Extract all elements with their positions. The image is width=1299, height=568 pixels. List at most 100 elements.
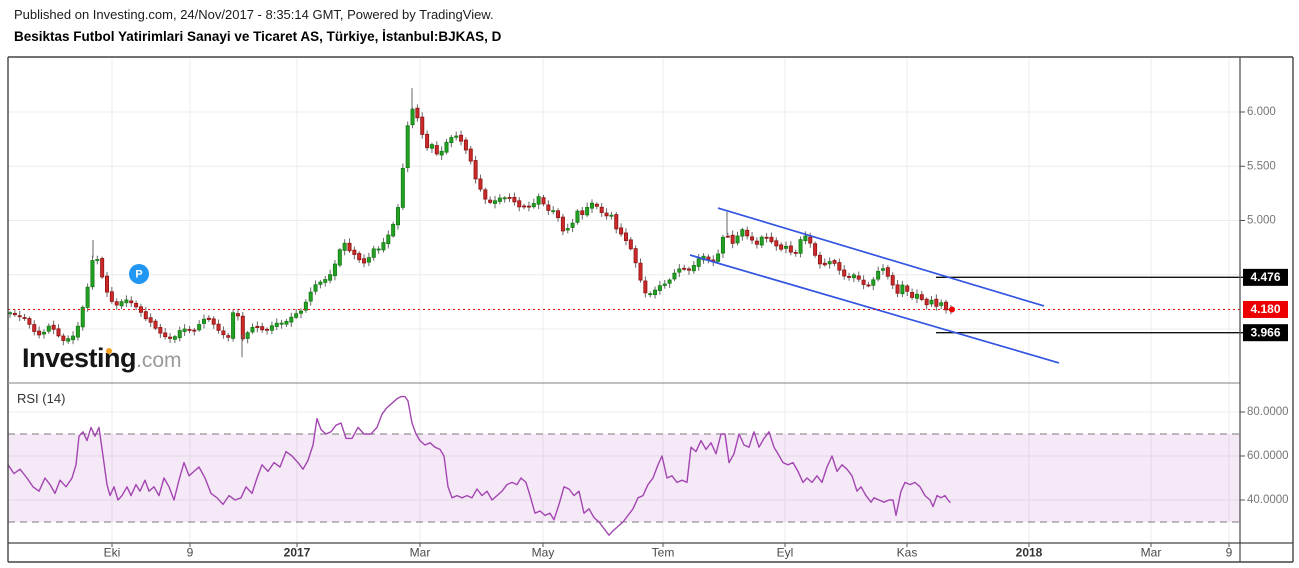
- rsi-tick-label: 40.0000: [1247, 494, 1289, 506]
- candle: [347, 242, 352, 252]
- instrument-title: Besiktas Futbol Yatirimlari Sanayi ve Ti…: [14, 29, 502, 44]
- candle: [730, 234, 735, 244]
- candle: [37, 330, 42, 336]
- candle: [468, 148, 473, 162]
- candle: [716, 253, 721, 262]
- candle: [245, 332, 250, 339]
- candle: [813, 243, 818, 256]
- candle: [255, 325, 260, 328]
- candle: [590, 202, 595, 209]
- candle: [425, 133, 430, 149]
- time-tick-label[interactable]: 9: [187, 546, 194, 560]
- candle: [672, 272, 677, 280]
- candle: [623, 232, 628, 242]
- candle: [851, 274, 856, 279]
- candle: [512, 196, 517, 203]
- candle: [536, 196, 541, 205]
- price-badge-label: 4.476: [1250, 270, 1280, 284]
- candle: [565, 228, 570, 231]
- candle: [939, 302, 944, 306]
- candle: [793, 251, 798, 254]
- candle: [657, 285, 662, 291]
- candle: [56, 328, 61, 337]
- candle: [231, 312, 236, 339]
- candle: [168, 336, 173, 339]
- candle: [226, 335, 231, 338]
- candle: [895, 284, 900, 294]
- candle: [832, 260, 837, 264]
- candle: [17, 315, 22, 318]
- candle: [817, 254, 822, 265]
- candle: [885, 267, 890, 277]
- candle: [410, 108, 415, 126]
- candle: [478, 178, 483, 190]
- candle: [119, 301, 124, 307]
- time-tick-label[interactable]: Mar: [1141, 546, 1162, 560]
- candle: [910, 292, 915, 298]
- candle: [366, 257, 371, 263]
- candle: [497, 197, 502, 202]
- candle: [434, 145, 439, 155]
- candle: [929, 299, 934, 305]
- candle: [822, 262, 827, 266]
- time-tick-label[interactable]: Mar: [410, 546, 431, 560]
- candle: [740, 229, 745, 237]
- candle: [114, 301, 119, 306]
- candle: [779, 244, 784, 250]
- time-tick-label[interactable]: Eyl: [777, 546, 794, 560]
- candle: [420, 116, 425, 135]
- trend-channel-line[interactable]: [717, 207, 1045, 307]
- candle: [71, 335, 76, 341]
- logo-brand-text: Investing: [22, 343, 137, 373]
- candle: [546, 204, 551, 211]
- candle: [556, 210, 561, 219]
- candle: [745, 229, 750, 237]
- candle: [357, 253, 362, 261]
- candle: [80, 306, 85, 328]
- price-badge: [1243, 300, 1288, 318]
- candle: [720, 236, 725, 254]
- time-tick-label[interactable]: May: [532, 546, 555, 560]
- time-tick-label[interactable]: 2017: [284, 546, 311, 560]
- candle: [391, 223, 396, 237]
- candle: [919, 294, 924, 300]
- candle: [725, 235, 730, 238]
- candle: [7, 312, 12, 315]
- candle: [298, 310, 303, 314]
- candle: [798, 239, 803, 254]
- candle: [575, 210, 580, 223]
- candle: [124, 299, 129, 304]
- candle: [507, 197, 512, 199]
- time-tick-label[interactable]: Eki: [104, 546, 121, 560]
- price-badge-label: 4.180: [1250, 302, 1280, 316]
- time-tick-label[interactable]: 9: [1226, 546, 1233, 560]
- candle: [46, 325, 51, 332]
- candle: [662, 283, 667, 286]
- rsi-line: [7, 395, 951, 536]
- candle: [881, 268, 886, 271]
- candle: [594, 203, 599, 207]
- candle: [163, 332, 168, 338]
- candle: [449, 137, 454, 144]
- price-tick-label: 5.000: [1247, 215, 1276, 227]
- p-event-marker[interactable]: [129, 263, 149, 284]
- candle: [337, 249, 342, 266]
- time-tick-label[interactable]: 2018: [1016, 546, 1043, 560]
- candle: [41, 331, 46, 335]
- price-tick-label: 6.000: [1247, 106, 1276, 118]
- candle: [386, 234, 391, 245]
- last-price-dot: [949, 306, 955, 313]
- candle: [197, 324, 202, 331]
- candle: [342, 242, 347, 251]
- candle: [924, 298, 929, 306]
- candle: [289, 316, 294, 323]
- time-tick-label[interactable]: Kas: [897, 546, 918, 560]
- candle: [303, 301, 308, 311]
- time-tick-label[interactable]: Tem: [652, 546, 675, 560]
- candle: [599, 206, 604, 213]
- candle: [61, 335, 66, 341]
- candle: [376, 248, 381, 251]
- candle: [308, 291, 313, 302]
- candle: [381, 242, 386, 251]
